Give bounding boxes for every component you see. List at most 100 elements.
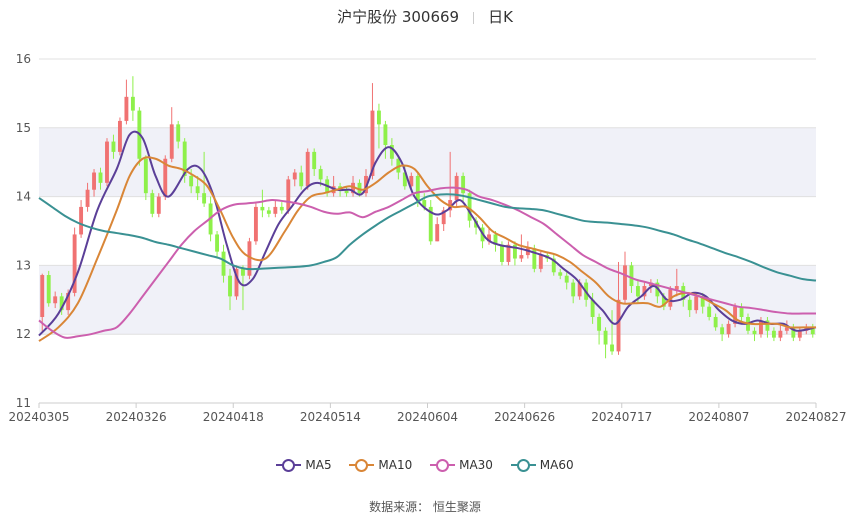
candle-body (364, 175, 368, 194)
candle-body (163, 158, 168, 197)
candle-body (241, 268, 245, 276)
candle-body (428, 206, 433, 242)
candle-body (299, 172, 304, 187)
legend-item-ma30[interactable]: MA30 (430, 458, 493, 472)
candle-body (791, 327, 796, 338)
candle-body (759, 320, 763, 335)
candle-body (182, 141, 187, 176)
candle-body (370, 110, 375, 176)
candle-body (661, 296, 666, 307)
candle-body (202, 193, 207, 204)
legend-item-ma10[interactable]: MA10 (349, 458, 412, 472)
candle-body (105, 141, 109, 183)
chart-title: 沪宁股份 300669 日K (0, 6, 850, 27)
candle-body (597, 317, 602, 331)
ma-line-ma30 (38, 186, 816, 339)
x-tick-label: 20240807 (688, 410, 749, 424)
candle-body (467, 193, 472, 221)
candle-body (726, 323, 731, 335)
x-axis: 20240305 20240326 20240418 20240514 20240604… (8, 402, 847, 424)
y-axis: 11 12 13 14 15 16 (16, 52, 31, 410)
x-tick-label: 20240827 (785, 410, 846, 424)
candle-body (493, 234, 498, 245)
candle-body (739, 306, 744, 317)
moving-average-lines (38, 130, 817, 342)
candle-body (176, 124, 181, 142)
candle-body (286, 179, 291, 211)
candle-body (506, 244, 511, 262)
legend: MA5 MA10 MA30 MA60 (0, 458, 850, 475)
candle-body (532, 248, 537, 269)
candle-body (797, 330, 802, 338)
x-tick-label: 20240717 (591, 410, 652, 424)
candle-body (519, 255, 524, 259)
candle-body (415, 175, 420, 201)
candle-body (551, 258, 556, 273)
y-tick-label: 15 (16, 121, 31, 135)
x-tick-label: 20240418 (203, 410, 264, 424)
candle-body (707, 306, 712, 317)
candle-body (215, 234, 220, 252)
legend-marker-icon (349, 458, 375, 472)
candle-body (461, 175, 466, 194)
candle-body (169, 124, 174, 159)
candle-body (435, 224, 440, 242)
y-tick-label: 16 (16, 52, 31, 66)
legend-item-ma5[interactable]: MA5 (276, 458, 332, 472)
y-tick-label: 14 (16, 190, 31, 204)
candle-body (72, 234, 77, 293)
candle-body (616, 299, 621, 352)
candle-body (687, 299, 692, 311)
candle-body (228, 275, 232, 297)
candle-body (409, 175, 414, 187)
x-tick-label: 20240604 (397, 410, 458, 424)
legend-label: MA30 (459, 458, 493, 472)
candle-body (694, 296, 699, 311)
candle-body (512, 244, 517, 259)
candle-body (487, 234, 491, 242)
x-tick-label: 20240305 (8, 410, 69, 424)
candle-body (111, 141, 116, 152)
candle-body (635, 286, 640, 297)
candle-body (765, 320, 770, 331)
candle-body (720, 327, 725, 335)
candle-body (558, 272, 563, 276)
candle-body (784, 327, 789, 331)
legend-item-ma60[interactable]: MA60 (510, 458, 574, 472)
candle-body (312, 151, 317, 170)
candle-body (189, 175, 194, 187)
grid-lines (39, 58, 816, 404)
candle-body (156, 196, 161, 214)
candle-body (195, 186, 200, 194)
legend-label: MA10 (378, 458, 413, 472)
candle-body (79, 206, 84, 235)
candle-body (279, 206, 284, 211)
candle-body (564, 275, 569, 283)
candle-body (66, 292, 71, 311)
x-tick-label: 20240626 (494, 410, 555, 424)
candle-body (305, 151, 310, 187)
candle-body (642, 286, 647, 297)
candle-body (266, 210, 271, 214)
candle-body (117, 120, 122, 152)
candle-body (700, 296, 705, 307)
data-source-note: 数据来源： 恒生聚源 (369, 500, 481, 514)
candle-body (292, 172, 297, 180)
candle-body (260, 206, 265, 211)
candle-body (402, 172, 407, 187)
legend-marker-icon (430, 458, 456, 472)
legend-label: MA5 (305, 458, 332, 472)
candle-body (590, 299, 595, 317)
candle-body (629, 265, 634, 287)
y-tick-label: 13 (16, 258, 31, 272)
candle-body (221, 251, 226, 276)
legend-marker-icon (510, 458, 536, 472)
candle-body (810, 327, 815, 335)
candle-body (610, 344, 614, 352)
candle-body (234, 268, 239, 297)
candle-body (46, 275, 51, 304)
candle-body (771, 330, 776, 338)
candle-body (253, 206, 258, 242)
candle-body (150, 193, 155, 214)
